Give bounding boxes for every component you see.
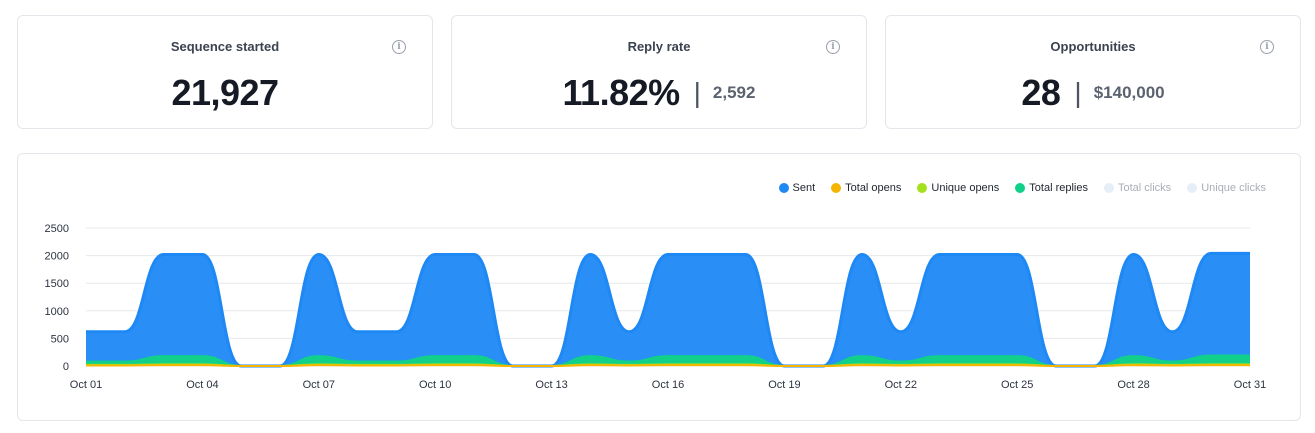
legend-swatch: [1015, 183, 1026, 193]
x-tick-label: Oct 19: [768, 379, 800, 391]
legend-item-sent[interactable]: Sent: [778, 182, 816, 194]
legend-label: Unique opens: [931, 182, 1000, 194]
x-tick-label: Oct 25: [1001, 379, 1033, 391]
legend-item-unique-clicks[interactable]: Unique clicks: [1187, 182, 1266, 194]
legend-label: Total replies: [1029, 182, 1088, 194]
info-icon[interactable]: i: [1260, 40, 1274, 54]
y-tick-label: 2000: [45, 251, 69, 263]
opportunities-card: Opportunities i 28 | $140,000: [885, 15, 1301, 129]
value-separator: |: [693, 77, 701, 108]
legend-item-total-clicks[interactable]: Total clicks: [1104, 182, 1171, 194]
info-icon[interactable]: i: [826, 40, 840, 54]
legend-swatch: [778, 183, 789, 193]
sequence-started-value-row: 21,927: [18, 72, 432, 114]
x-tick-label: Oct 04: [186, 379, 218, 391]
y-tick-label: 500: [51, 333, 69, 345]
reply-rate-title: Reply rate: [627, 39, 691, 54]
opportunities-value-row: 28 | $140,000: [886, 72, 1300, 114]
info-icon[interactable]: i: [392, 40, 406, 54]
reply-rate-value-row: 11.82% | 2,592: [452, 72, 866, 114]
reply-rate-card: Reply rate i 11.82% | 2,592: [451, 15, 867, 129]
legend-item-unique-opens[interactable]: Unique opens: [917, 182, 999, 194]
y-tick-label: 1500: [45, 278, 69, 290]
reply-rate-value: 11.82%: [562, 72, 681, 113]
y-tick-label: 0: [63, 361, 69, 373]
x-tick-label: Oct 22: [885, 379, 917, 391]
legend-label: Unique clicks: [1201, 182, 1266, 194]
legend-item-total-replies[interactable]: Total replies: [1015, 182, 1088, 194]
sequence-started-title: Sequence started: [170, 39, 280, 54]
x-tick-label: Oct 16: [652, 379, 684, 391]
x-tick-label: Oct 13: [535, 379, 567, 391]
opportunities-value: 28: [1021, 72, 1061, 113]
legend-swatch: [1104, 183, 1114, 193]
legend-label: Sent: [792, 182, 816, 194]
x-tick-label: Oct 31: [1234, 379, 1266, 391]
legend-swatch: [917, 183, 928, 193]
x-tick-label: Oct 07: [303, 379, 335, 391]
legend-label: Total opens: [845, 182, 902, 194]
legend-swatch: [831, 183, 842, 193]
y-tick-label: 1000: [45, 306, 69, 318]
x-tick-label: Oct 10: [419, 379, 451, 391]
activity-chart-card: 0 500 1000 1500 2000 2500 Oct 01 Oct 04 Oct 07 Oc…: [17, 153, 1301, 421]
reply-count: 2,592: [712, 83, 756, 102]
y-tick-label: 2500: [45, 223, 69, 235]
sequence-started-card: Sequence started i 21,927: [17, 15, 433, 129]
legend-label: Total clicks: [1118, 182, 1172, 194]
x-tick-label: Oct 01: [70, 379, 102, 391]
area-sent: [86, 253, 1250, 366]
line-total-opens: [86, 364, 1251, 367]
sequence-started-value: 21,927: [171, 72, 279, 113]
value-separator: |: [1074, 77, 1082, 108]
activity-chart: 0 500 1000 1500 2000 2500 Oct 01 Oct 04 Oct 07 Oc…: [45, 223, 1267, 391]
opportunities-amount: $140,000: [1093, 83, 1165, 102]
legend-item-total-opens[interactable]: Total opens: [831, 182, 901, 194]
x-tick-label: Oct 28: [1117, 379, 1149, 391]
opportunities-title: Opportunities: [1050, 39, 1136, 54]
chart-legend: Sent Total opens Unique opens Total replies…: [763, 182, 1266, 194]
legend-swatch: [1187, 183, 1198, 193]
